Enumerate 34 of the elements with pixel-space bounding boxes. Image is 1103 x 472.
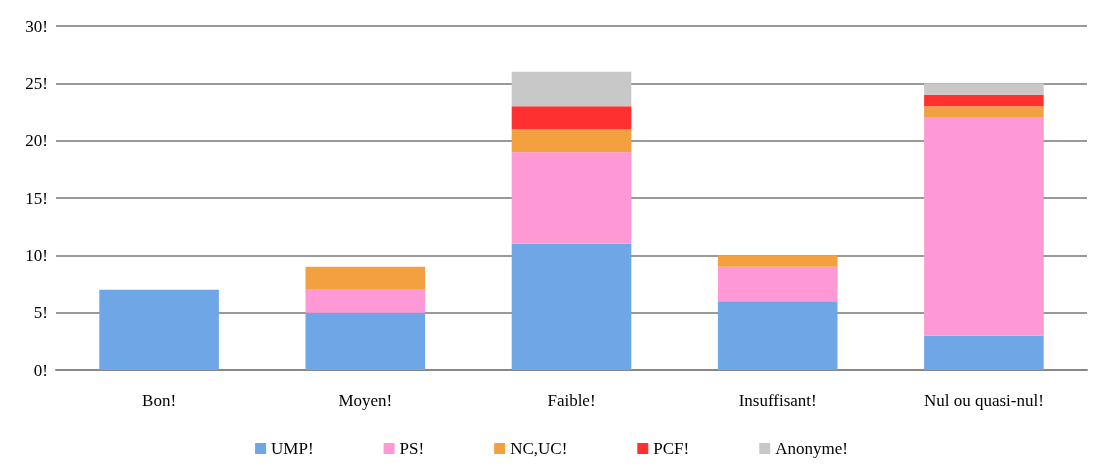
bar bbox=[305, 266, 426, 290]
x-tick-label: Insuffisant! bbox=[738, 391, 817, 410]
bar bbox=[305, 289, 426, 313]
bar bbox=[924, 94, 1044, 107]
legend-label: PS! bbox=[399, 439, 425, 458]
bar bbox=[924, 335, 1044, 370]
bar bbox=[305, 312, 426, 370]
legend-label: NC,UC! bbox=[510, 439, 568, 458]
y-tick-label: 25! bbox=[25, 73, 48, 93]
x-tick-label: Moyen! bbox=[338, 391, 393, 410]
bar bbox=[717, 266, 838, 302]
x-tick-label: Bon! bbox=[142, 391, 177, 410]
bar bbox=[511, 129, 632, 153]
legend-label: UMP! bbox=[271, 439, 314, 458]
bar bbox=[511, 106, 632, 130]
bar bbox=[924, 106, 1044, 118]
x-tick-label: Faible! bbox=[547, 391, 596, 410]
bar bbox=[717, 255, 838, 267]
bar bbox=[717, 301, 838, 370]
bar bbox=[511, 152, 632, 244]
bar bbox=[924, 117, 1044, 336]
legend-label: Anonyme! bbox=[775, 439, 848, 458]
bar bbox=[924, 83, 1044, 95]
legend-label: PCF! bbox=[653, 439, 690, 458]
y-tick-label: 0! bbox=[33, 360, 48, 380]
y-tick-label: 5! bbox=[33, 303, 48, 323]
x-tick-label: Nul ou quasi-nul! bbox=[923, 391, 1044, 410]
y-tick-label: 15! bbox=[25, 188, 48, 208]
bar bbox=[99, 289, 219, 370]
y-tick-label: 30! bbox=[25, 16, 48, 36]
bar bbox=[511, 243, 632, 370]
y-tick-label: 10! bbox=[25, 245, 48, 265]
y-tick-label: 20! bbox=[25, 131, 48, 151]
bar bbox=[511, 71, 632, 107]
